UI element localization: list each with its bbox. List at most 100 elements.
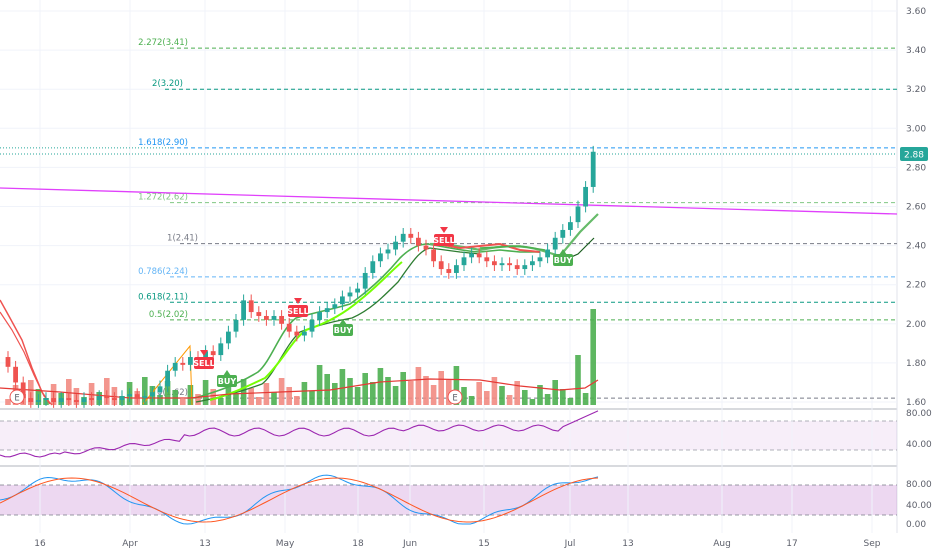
fib-level-label: 1.272(2.62) bbox=[138, 193, 188, 203]
stoch-d-line bbox=[0, 477, 599, 523]
volume-bar bbox=[195, 394, 201, 405]
time-tick-label: 15 bbox=[478, 539, 489, 549]
fib-level-label: 0.786(2.24) bbox=[138, 267, 188, 277]
stoch-axis[interactable]: 80.00 40.00 0.00 bbox=[906, 480, 932, 530]
time-axis[interactable]: 16 Apr 13 May 18 Jun 15 Jul 13 Aug 17 Sep bbox=[34, 539, 880, 549]
candle-body bbox=[400, 233, 406, 242]
candle-body bbox=[568, 222, 573, 230]
candle-body bbox=[51, 398, 56, 402]
price-tick-label: 3.40 bbox=[906, 46, 926, 56]
ma-red-band bbox=[437, 242, 541, 253]
candle-body bbox=[279, 315, 284, 324]
volume-bar bbox=[233, 393, 239, 405]
fib-level-label: 1(2.41) bbox=[167, 234, 198, 244]
candle-body bbox=[150, 392, 155, 397]
buy-signal[interactable]: BUY bbox=[217, 370, 237, 387]
buy-signal[interactable]: BUY bbox=[333, 319, 353, 336]
candle-body bbox=[332, 304, 338, 309]
price-tick-label: 3.00 bbox=[906, 124, 926, 134]
volume-bar bbox=[157, 395, 163, 405]
candle-body bbox=[484, 257, 490, 262]
candle-body bbox=[393, 241, 398, 250]
candle-body bbox=[226, 331, 231, 344]
candle-body bbox=[309, 319, 315, 332]
volume-bar bbox=[415, 367, 422, 405]
volume-bar bbox=[392, 386, 399, 405]
candle-body bbox=[264, 315, 269, 320]
candle-body bbox=[104, 396, 110, 399]
volume-bar bbox=[544, 394, 551, 405]
candle-body bbox=[210, 351, 216, 356]
volume-bar bbox=[309, 391, 315, 405]
time-tick-label: Jun bbox=[402, 539, 417, 549]
stoch-k-line bbox=[0, 474, 599, 525]
time-tick-label: Apr bbox=[122, 539, 138, 549]
price-candles bbox=[5, 145, 596, 408]
volume-bar bbox=[438, 371, 444, 405]
volume-bar bbox=[491, 377, 498, 405]
time-tick-label: 16 bbox=[34, 539, 46, 549]
fib-level-label: 0.618(2.11) bbox=[138, 292, 188, 302]
candle-body bbox=[530, 261, 535, 266]
earnings-marker[interactable]: E bbox=[9, 389, 25, 405]
candle-body bbox=[537, 257, 543, 262]
rsi-axis[interactable]: 80.00 40.00 bbox=[906, 409, 932, 450]
volume-bar bbox=[484, 391, 490, 405]
signal-label: BUY bbox=[218, 377, 237, 386]
candle-body bbox=[203, 351, 208, 359]
fib-level-label: 1.618(2.90) bbox=[138, 138, 188, 148]
volume-bar bbox=[567, 398, 574, 405]
candle-body bbox=[5, 357, 11, 367]
volume-bar bbox=[316, 365, 323, 405]
candle-body bbox=[575, 206, 581, 223]
candle-body bbox=[552, 237, 558, 250]
ma-lime-1 bbox=[209, 261, 403, 401]
sell-signal[interactable]: SELL bbox=[193, 350, 215, 369]
candle-body bbox=[492, 261, 497, 266]
volume-bar bbox=[362, 373, 368, 405]
fib-level-label: 2(3.20) bbox=[152, 79, 183, 89]
price-tick-label: 3.20 bbox=[906, 85, 926, 95]
candle-body bbox=[66, 398, 72, 401]
rsi-tick-label: 40.00 bbox=[906, 440, 932, 450]
earnings-marker[interactable]: E bbox=[447, 389, 463, 405]
volume-bar bbox=[377, 368, 384, 405]
volume-bar bbox=[301, 382, 308, 405]
time-tick-label: 17 bbox=[786, 539, 797, 549]
price-axis[interactable]: 3.60 3.40 3.20 3.00 2.80 2.60 2.40 2.20 2.00 1.80… bbox=[906, 7, 926, 408]
candle-body bbox=[172, 362, 178, 371]
volume-bar bbox=[522, 390, 528, 405]
trendline[interactable] bbox=[0, 187, 898, 215]
volume-bar bbox=[187, 385, 194, 405]
sell-signal[interactable]: SELL bbox=[287, 298, 309, 317]
candle-body bbox=[522, 265, 528, 270]
ma-lime-2 bbox=[429, 213, 599, 258]
time-tick-label: 13 bbox=[622, 539, 633, 549]
volume-bar bbox=[271, 392, 277, 405]
candle-body bbox=[294, 331, 300, 336]
signal-label: BUY bbox=[554, 256, 573, 265]
candle-body bbox=[188, 357, 193, 365]
volume-bar bbox=[370, 382, 376, 405]
candle-body bbox=[317, 312, 322, 320]
candle-body bbox=[347, 292, 353, 297]
price-tick-label: 1.80 bbox=[906, 359, 926, 369]
candle-body bbox=[81, 398, 87, 402]
candle-body bbox=[370, 261, 376, 273]
candle-body bbox=[241, 300, 246, 320]
rsi-tick-label: 80.00 bbox=[906, 409, 932, 419]
candle-body bbox=[248, 300, 254, 313]
candle-body bbox=[13, 366, 18, 383]
volume-bar bbox=[430, 385, 437, 405]
sell-signal[interactable]: SELL bbox=[433, 227, 455, 246]
volume-bar bbox=[423, 376, 429, 405]
volume-bar bbox=[210, 389, 216, 405]
volume-bar bbox=[582, 393, 589, 405]
candle-body bbox=[514, 265, 520, 270]
buy-signal[interactable]: BUY bbox=[553, 249, 573, 266]
price-tick-label: 2.20 bbox=[906, 281, 926, 291]
candle-body bbox=[461, 257, 467, 266]
candle-body bbox=[180, 362, 186, 365]
